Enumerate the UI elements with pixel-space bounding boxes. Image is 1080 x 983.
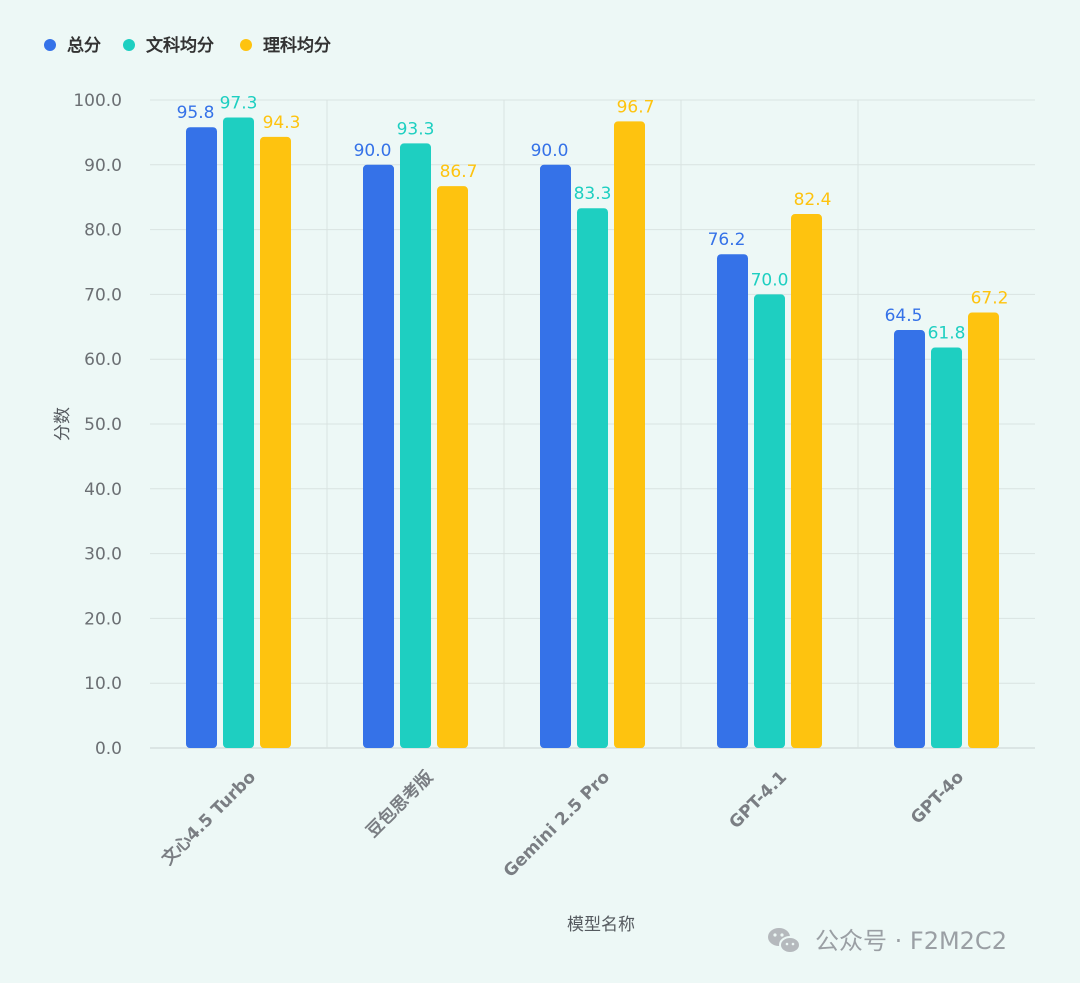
watermark-text: 公众号 · F2M2C2 (815, 927, 1007, 955)
data-label: 76.2 (708, 230, 746, 250)
bars-layer (186, 117, 999, 749)
y-tick-label: 40.0 (84, 480, 122, 500)
legend-item[interactable]: 总分 (44, 35, 101, 56)
y-tick-label: 60.0 (84, 350, 122, 370)
bar[interactable] (894, 330, 925, 748)
legend-item[interactable]: 文科均分 (123, 35, 214, 56)
legend-label: 总分 (67, 35, 101, 56)
data-label: 96.7 (617, 97, 655, 117)
data-label: 82.4 (794, 190, 832, 210)
watermark: 公众号 · F2M2C2 (768, 927, 1007, 955)
y-tick-label: 90.0 (84, 156, 122, 176)
y-tick-label: 0.0 (95, 739, 122, 759)
legend[interactable]: 总分 文科均分 理科均分 (44, 35, 331, 56)
y-tick-label: 50.0 (84, 415, 122, 435)
x-tick-label: GPT-4o (907, 767, 968, 828)
bar[interactable] (614, 121, 645, 748)
bar[interactable] (968, 312, 999, 748)
data-label: 67.2 (971, 289, 1009, 309)
bar[interactable] (577, 208, 608, 748)
x-axis-title: 模型名称 (567, 915, 635, 935)
y-tick-label: 70.0 (84, 285, 122, 305)
bar[interactable] (223, 117, 254, 749)
data-label: 94.3 (263, 113, 301, 133)
bar[interactable] (754, 294, 785, 748)
x-tick-label: 文心4.5 Turbo (157, 767, 260, 870)
bar[interactable] (260, 136, 291, 748)
data-label: 90.0 (531, 141, 569, 161)
data-label: 86.7 (440, 162, 478, 182)
y-tick-label: 80.0 (84, 221, 122, 241)
legend-label: 文科均分 (146, 35, 214, 56)
y-tick-label: 30.0 (84, 545, 122, 565)
legend-item[interactable]: 理科均分 (240, 35, 331, 56)
bar[interactable] (717, 254, 748, 748)
data-label: 83.3 (574, 184, 612, 204)
x-tick-label: GPT-4.1 (725, 767, 791, 833)
bar[interactable] (540, 164, 571, 749)
data-label: 90.0 (354, 141, 392, 161)
y-tick-label: 10.0 (84, 674, 122, 694)
x-tick-label: Gemini 2.5 Pro (500, 767, 614, 881)
data-label: 97.3 (220, 93, 258, 113)
bar[interactable] (400, 143, 431, 748)
x-tick-label: 豆包思考版 (362, 767, 437, 842)
data-label: 70.0 (751, 270, 789, 290)
data-label: 93.3 (397, 119, 435, 139)
y-tick-label: 20.0 (84, 609, 122, 629)
legend-marker (123, 39, 135, 51)
bar[interactable] (186, 127, 217, 748)
data-label: 61.8 (928, 324, 966, 344)
bar[interactable] (437, 186, 468, 748)
bar[interactable] (931, 347, 962, 748)
data-label: 95.8 (177, 103, 215, 123)
y-axis-title: 分数 (53, 407, 73, 441)
y-tick-label: 100.0 (73, 91, 122, 111)
bar[interactable] (363, 164, 394, 749)
bar[interactable] (791, 214, 822, 749)
wechat-icon (768, 928, 801, 954)
data-label: 64.5 (885, 306, 923, 326)
legend-label: 理科均分 (263, 35, 331, 56)
legend-marker (44, 39, 56, 51)
legend-marker (240, 39, 252, 51)
